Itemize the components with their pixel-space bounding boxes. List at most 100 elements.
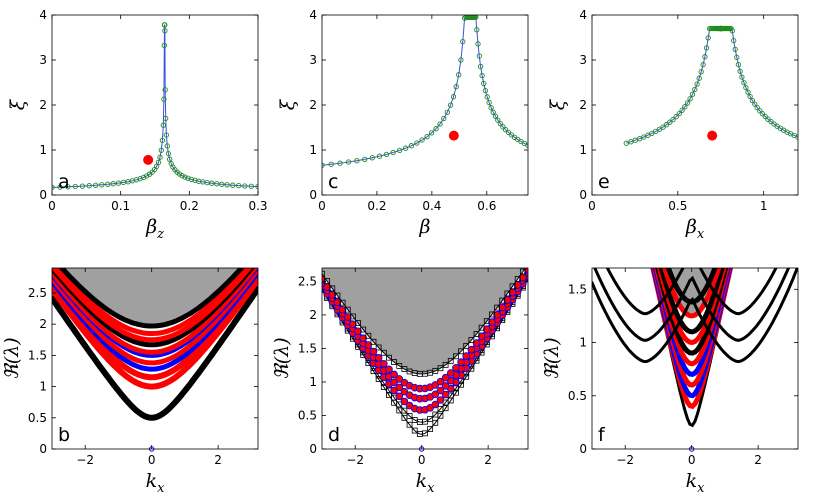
band-marker xyxy=(396,401,403,408)
band-marker xyxy=(436,396,445,404)
data-point xyxy=(502,127,509,133)
x-tick-label: 0.1 xyxy=(111,199,130,213)
band-marker xyxy=(360,326,367,333)
panel-e: 0 0.5 1 0 1 2 3 4 βx ξ e xyxy=(547,8,799,242)
x-tick-label: 0.5 xyxy=(668,199,687,213)
data-point xyxy=(390,149,396,156)
panel-letter-c: c xyxy=(328,171,338,193)
data-point xyxy=(214,181,220,187)
data-point xyxy=(157,154,163,160)
band-f xyxy=(650,268,734,410)
data-point xyxy=(140,174,147,181)
y-axis-label-b: ℜ(λ) xyxy=(1,337,23,379)
band-marker xyxy=(526,262,531,267)
data-point xyxy=(383,151,390,158)
y-tick-label: 3 xyxy=(579,53,587,67)
y-tick-label: 3 xyxy=(309,53,317,67)
band-f xyxy=(656,268,727,346)
data-point xyxy=(72,183,78,190)
data-point xyxy=(745,89,751,95)
data-point xyxy=(79,183,86,189)
x-axis-label-f: kx xyxy=(686,470,706,493)
data-point xyxy=(676,110,682,117)
band-marker xyxy=(334,292,341,299)
band-marker xyxy=(333,298,342,307)
panel-d: −2 0 2 0 0.5 1 1.5 2 2.5 kx ℜ(λ) d xyxy=(271,262,531,493)
band-marker xyxy=(519,268,526,275)
x-tick-label: 0 xyxy=(588,199,596,213)
data-point xyxy=(754,104,760,111)
panel-letter-f: f xyxy=(598,424,606,446)
data-point xyxy=(444,109,450,115)
band-marker xyxy=(355,320,361,326)
data-point xyxy=(703,45,710,51)
data-point xyxy=(687,96,693,102)
data-point xyxy=(490,109,496,115)
data-point xyxy=(694,81,700,87)
y-tick-label: 0 xyxy=(309,188,317,202)
band-marker xyxy=(436,386,445,395)
band-marker xyxy=(365,332,372,339)
band-marker xyxy=(370,338,377,345)
data-point xyxy=(369,155,375,161)
band-f xyxy=(655,268,729,356)
band-marker xyxy=(452,353,459,360)
band-marker xyxy=(401,407,408,414)
band-marker xyxy=(400,397,409,406)
band-b xyxy=(52,285,258,421)
band-b xyxy=(52,276,258,390)
y-axis-label-d: ℜ(λ) xyxy=(271,337,293,379)
band-marker xyxy=(504,290,511,297)
band-marker xyxy=(422,430,428,437)
x-axis-subscript: x xyxy=(157,481,165,493)
data-point xyxy=(734,54,740,61)
x-tick-label: 0.6 xyxy=(477,199,496,213)
data-point xyxy=(737,68,743,74)
data-point xyxy=(159,137,166,144)
band-f xyxy=(650,268,733,428)
band-marker xyxy=(406,421,413,428)
data-point xyxy=(182,174,188,180)
x-tick-label: −2 xyxy=(76,453,94,467)
data-point xyxy=(165,150,172,157)
data-point xyxy=(219,181,225,187)
band-marker xyxy=(379,359,388,368)
band-marker xyxy=(503,296,512,304)
data-point xyxy=(732,46,738,53)
panel-a: 0 0.1 0.2 0.3 0 1 2 3 4 βz ξ a xyxy=(7,8,268,242)
band-marker xyxy=(349,313,356,320)
band-marker xyxy=(385,365,393,374)
data-point xyxy=(729,28,735,34)
band-marker xyxy=(369,347,378,356)
band-b xyxy=(52,268,258,366)
band-b xyxy=(52,270,258,372)
data-point xyxy=(428,130,435,136)
data-point xyxy=(743,84,749,91)
y-tick-label: 2 xyxy=(309,98,317,112)
band-marker xyxy=(374,354,383,362)
band-marker xyxy=(457,358,465,366)
band-marker xyxy=(499,297,506,304)
data-point xyxy=(255,183,258,190)
data-point xyxy=(667,119,673,125)
x-tick-label: 1 xyxy=(760,199,768,213)
y-tick-label: 1 xyxy=(309,375,317,389)
band-b xyxy=(58,268,245,329)
band-b xyxy=(52,268,258,355)
data-point xyxy=(402,145,409,151)
y-tick-label: 4 xyxy=(579,8,587,22)
y-tick-label: 2.5 xyxy=(298,274,317,288)
band-marker xyxy=(432,419,439,426)
band-marker xyxy=(468,337,475,343)
band-marker xyxy=(442,361,449,368)
data-point xyxy=(337,160,343,166)
data-point xyxy=(479,72,485,79)
data-point xyxy=(482,87,489,94)
data-point xyxy=(475,41,481,47)
x-axis-label-d: kx xyxy=(416,470,436,493)
data-point xyxy=(628,139,634,145)
band-marker xyxy=(390,378,398,387)
data-point xyxy=(414,140,420,146)
data-point xyxy=(689,91,696,97)
y-tick-label: 0 xyxy=(579,442,587,456)
